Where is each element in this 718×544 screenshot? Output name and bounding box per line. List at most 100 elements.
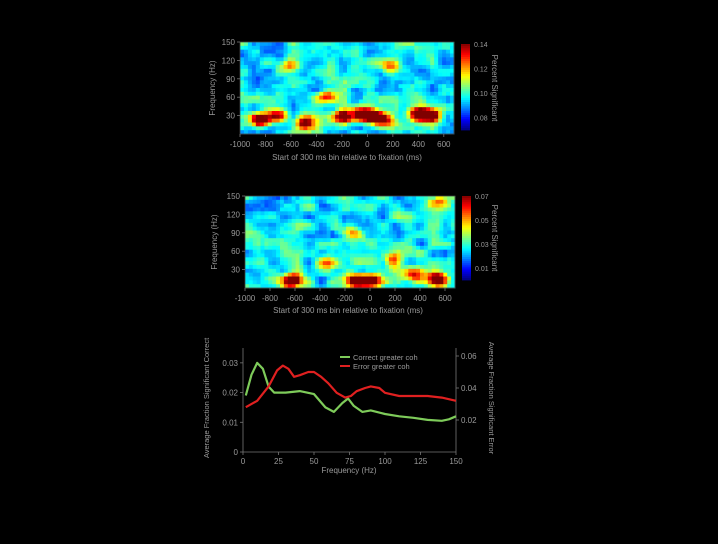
heatmap-2-cell	[315, 215, 320, 220]
heatmap-1-colorbar-swatch	[461, 69, 470, 73]
heatmap-2-cell	[416, 272, 421, 277]
heatmap-2-cell	[342, 203, 347, 208]
heatmap-1-cell	[370, 80, 376, 85]
heatmap-2-cell	[353, 207, 359, 212]
heatmap-2-cell	[369, 249, 374, 254]
heatmap-2-cell	[334, 280, 339, 285]
heatmap-2-cell	[330, 230, 335, 235]
heatmap-2-cell	[256, 230, 261, 235]
heatmap-1-cell	[366, 45, 372, 51]
heatmap-1-cell	[442, 130, 447, 135]
heatmap-2-cell	[427, 253, 433, 258]
heatmap-2-cell	[342, 238, 347, 243]
heatmap-2-cell	[264, 253, 269, 258]
heatmap-2-cell	[423, 261, 429, 266]
heatmap-2-cell	[272, 261, 277, 266]
heatmap-1-cell	[251, 57, 257, 62]
heatmap-1-cell	[446, 68, 451, 74]
heatmap-2-cell	[443, 196, 448, 201]
heatmap-1-colorbar-label: Percent Significant	[490, 55, 499, 122]
heatmap-2-cell	[447, 203, 452, 208]
heatmap-1-cell	[311, 57, 316, 62]
heatmap-1-cell	[271, 65, 277, 70]
heatmap-2-cell	[252, 207, 258, 212]
heatmap-2-cell	[280, 219, 285, 224]
heatmap-1-cell	[422, 91, 427, 97]
heatmap-2-cell	[287, 219, 293, 224]
heatmap-1-cell	[255, 61, 261, 66]
heatmap-1-cell	[418, 118, 423, 123]
heatmap-1-cell	[358, 122, 364, 127]
heatmap-2-cell	[256, 280, 261, 285]
heatmap-2-cell	[330, 207, 335, 212]
heatmap-2-cell	[350, 257, 355, 262]
heatmap-2-cell	[420, 238, 425, 243]
heatmap-2-cell	[276, 242, 281, 247]
heatmap-1-cell	[240, 57, 245, 62]
heatmap-2-cell	[435, 234, 440, 239]
heatmap-2-cell	[388, 222, 394, 228]
heatmap-2-cell	[307, 219, 312, 224]
heatmap-1-cell	[323, 114, 328, 120]
heatmap-1-colorbar-swatch	[461, 102, 470, 105]
heatmap-2-cell	[435, 272, 440, 277]
heatmap-2-cell	[385, 238, 390, 243]
heatmap-1-cell	[402, 53, 407, 58]
heatmap-2-cell	[326, 242, 331, 247]
heatmap-1-cell	[398, 107, 403, 112]
heatmap-2-cells	[245, 196, 456, 289]
heatmap-1-cell	[382, 95, 388, 100]
heatmap-2-cell	[326, 234, 331, 239]
heatmap-2-cell	[388, 203, 394, 208]
heatmap-2-cell	[392, 203, 398, 208]
heatmap-2-cell	[260, 211, 265, 216]
heatmap-2-cell	[303, 261, 308, 266]
heatmap-2-cell	[439, 268, 444, 274]
heatmap-1-cell	[366, 61, 372, 66]
heatmap-2-cell	[334, 207, 339, 212]
heatmap-2-cell	[369, 253, 374, 258]
heatmap-1-cell	[446, 88, 451, 93]
heatmap-1-cell	[418, 61, 423, 66]
heatmap-1-colorbar-swatch	[461, 54, 470, 58]
heatmap-2-cell	[330, 203, 335, 208]
heatmap-1-cell	[263, 57, 269, 62]
heatmap-2-cell	[276, 211, 281, 216]
heatmap-1-cell	[339, 103, 344, 108]
heatmap-2-cell	[439, 222, 444, 228]
heatmap-2-cell	[280, 230, 285, 235]
heatmap-2-cell	[245, 226, 250, 231]
line-chart-x-tick-label: 0	[241, 457, 246, 466]
heatmap-2-cell	[377, 253, 382, 258]
heatmap-2-cell	[342, 257, 347, 262]
legend-label: Correct greater coh	[353, 353, 418, 362]
heatmap-2-cell	[447, 219, 452, 224]
heatmap-1-cell	[402, 68, 407, 74]
heatmap-1-cell	[319, 45, 324, 51]
heatmap-1-cell	[279, 91, 284, 97]
heatmap-1-cell	[406, 126, 411, 131]
heatmap-1-cell	[279, 111, 284, 116]
heatmap-1-cell	[255, 99, 261, 104]
heatmap-1-x-tick-label: 400	[412, 140, 426, 149]
heatmap-2-x-tick-label: 0	[368, 294, 373, 303]
heatmap-1-cell	[295, 95, 300, 100]
heatmap-1-colorbar-swatch	[461, 46, 470, 49]
heatmap-1-cell	[450, 111, 455, 116]
heatmap-1-cell	[251, 45, 257, 51]
line-chart-x-tick-label: 125	[414, 457, 428, 466]
heatmap-1-cell	[331, 68, 336, 74]
heatmap-1-cell	[374, 118, 380, 123]
heatmap-1-cell	[303, 76, 308, 81]
heatmap-2-cell	[427, 222, 433, 228]
heatmap-1-cell	[315, 65, 320, 70]
heatmap-1-cell	[315, 111, 320, 116]
heatmap-2-cell	[311, 215, 316, 220]
heatmap-2-cell	[326, 265, 331, 270]
heatmap-1-cell	[323, 111, 328, 116]
heatmap-2-cell	[322, 215, 328, 220]
heatmap-2-cell	[381, 230, 386, 235]
heatmap-2-cell	[377, 230, 382, 235]
heatmap-2-cell	[287, 215, 293, 220]
heatmap-1-cell	[347, 53, 352, 58]
